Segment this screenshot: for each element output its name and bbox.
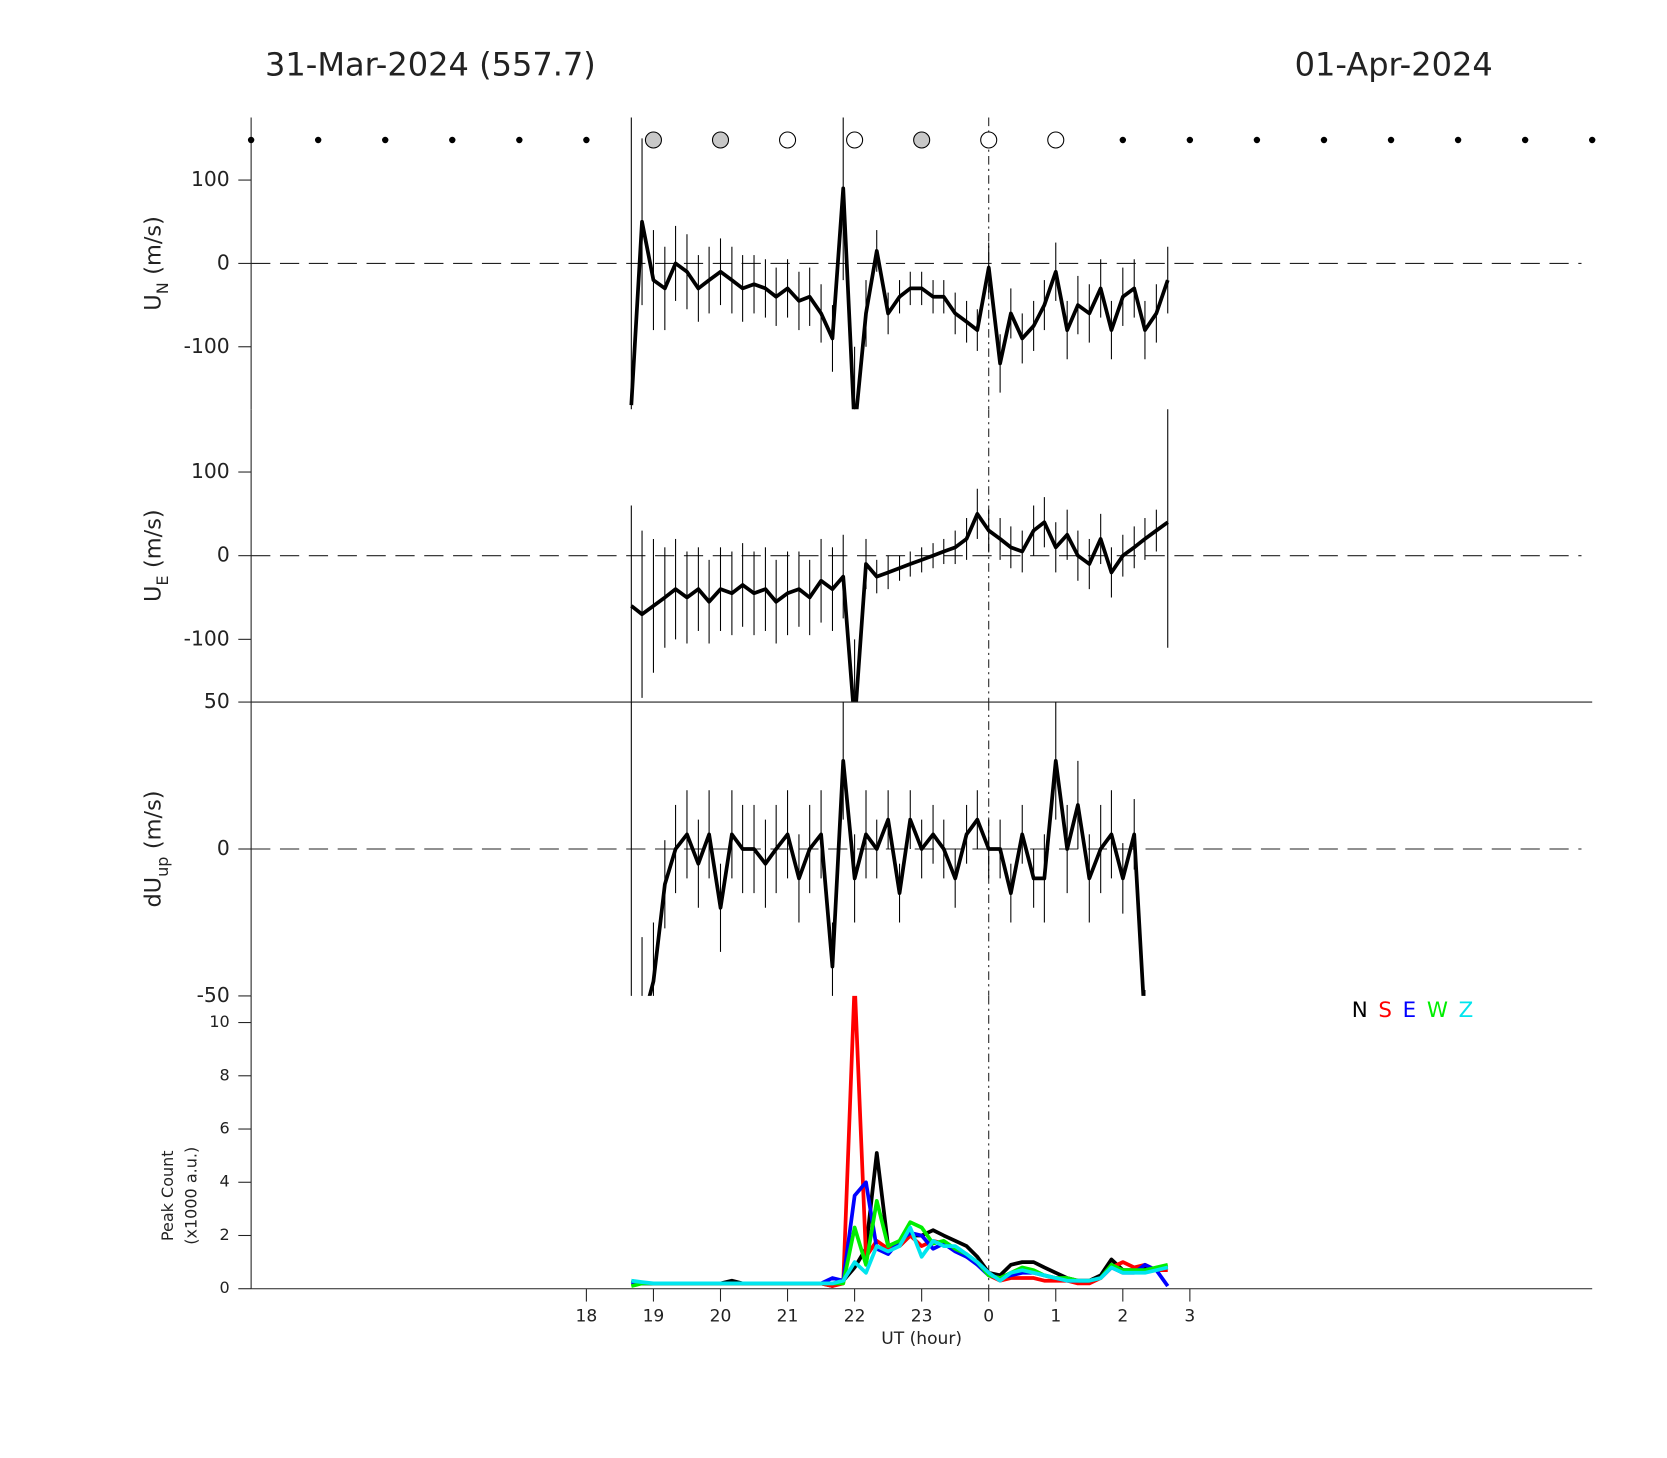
y-tick-label: 4 <box>220 1172 230 1191</box>
y-tick-label: 0 <box>217 250 230 274</box>
y-axis-label: UN (m/s) <box>140 216 171 311</box>
plot-area <box>251 117 1582 410</box>
y-tick-label: 6 <box>220 1119 230 1138</box>
legend-entry: W <box>1427 998 1448 1023</box>
x-tick-label: 0 <box>983 1307 994 1327</box>
y-axis-label: Peak Count <box>158 1150 177 1241</box>
y-axis-label-unit: (m/s) <box>140 509 166 568</box>
status-marker <box>980 131 998 149</box>
series-line <box>630 1151 1169 1288</box>
y-axis-label-sub: up <box>153 857 172 877</box>
y-axis-label-unit: (m/s) <box>140 790 166 849</box>
plot-area <box>630 995 1170 1289</box>
title-right: 01-Apr-2024 <box>1295 45 1493 83</box>
status-marker <box>1521 136 1529 144</box>
x-tick-label: 1 <box>1050 1307 1061 1327</box>
status-marker <box>1253 136 1261 144</box>
y-axis-label-main: U <box>140 294 166 310</box>
y-axis-label: dUup (m/s) <box>140 790 171 907</box>
y-tick-label: 10 <box>209 1012 229 1031</box>
y-tick-label: 100 <box>191 167 230 191</box>
x-tick-label: 2 <box>1117 1307 1128 1327</box>
data-line <box>630 512 1169 703</box>
title-left: 31-Mar-2024 (557.7) <box>265 45 596 83</box>
plot-area <box>251 409 1582 703</box>
legend-entry: N <box>1352 998 1368 1023</box>
legend-entry: S <box>1378 998 1392 1023</box>
y-tick-label: 0 <box>220 1278 230 1297</box>
status-marker <box>516 136 523 144</box>
y-axis-label: UE (m/s) <box>140 509 171 602</box>
status-marker <box>583 136 590 144</box>
x-tick-label: 3 <box>1184 1307 1195 1327</box>
status-marker <box>913 131 931 149</box>
y-tick-label: 50 <box>204 689 230 713</box>
y-axis-label-sub: E <box>153 575 172 585</box>
status-marker <box>711 131 730 149</box>
y-tick-label: -50 <box>197 983 230 1007</box>
x-tick-label: 20 <box>710 1307 732 1327</box>
x-tick-label: 19 <box>643 1307 665 1327</box>
series-line <box>631 1225 1169 1286</box>
status-marker <box>1387 136 1395 144</box>
legend-entry: E <box>1403 998 1417 1023</box>
x-tick-label: 18 <box>576 1307 598 1327</box>
status-marker <box>382 136 389 144</box>
y-axis-label-2: (x1000 a.u.) <box>182 1147 201 1245</box>
y-tick-label: 0 <box>217 543 230 567</box>
data-line <box>629 186 1170 410</box>
y-tick-label: 2 <box>220 1225 230 1244</box>
y-tick-label: -100 <box>184 334 230 358</box>
y-axis-label-main: U <box>140 586 166 602</box>
plot-area <box>251 702 1582 996</box>
legend-entry: Z <box>1459 998 1474 1023</box>
x-tick-label: 21 <box>777 1307 799 1327</box>
status-marker <box>1186 136 1194 144</box>
series-line <box>631 1180 1170 1288</box>
y-axis-label-main: dU <box>140 877 166 908</box>
status-marker <box>247 136 255 144</box>
x-tick-label: 22 <box>844 1307 866 1327</box>
status-marker <box>449 136 456 144</box>
status-marker <box>1588 136 1596 144</box>
y-tick-label: 100 <box>191 459 230 483</box>
status-marker <box>1119 136 1127 144</box>
x-tick-label: 23 <box>911 1307 933 1327</box>
status-marker <box>644 131 662 149</box>
y-tick-label: 0 <box>217 836 230 860</box>
y-axis-label-sub: N <box>153 282 172 294</box>
y-tick-label: 8 <box>220 1065 230 1084</box>
status-marker <box>1320 136 1328 144</box>
data-line <box>647 758 1146 996</box>
y-tick-label: -100 <box>184 626 230 650</box>
x-axis-label: UT (hour) <box>881 1329 962 1349</box>
status-marker <box>314 136 322 144</box>
status-marker <box>846 131 864 149</box>
status-marker <box>1047 131 1065 149</box>
status-marker <box>1454 136 1462 144</box>
y-axis-label-unit: (m/s) <box>140 216 166 275</box>
status-marker <box>779 131 797 149</box>
